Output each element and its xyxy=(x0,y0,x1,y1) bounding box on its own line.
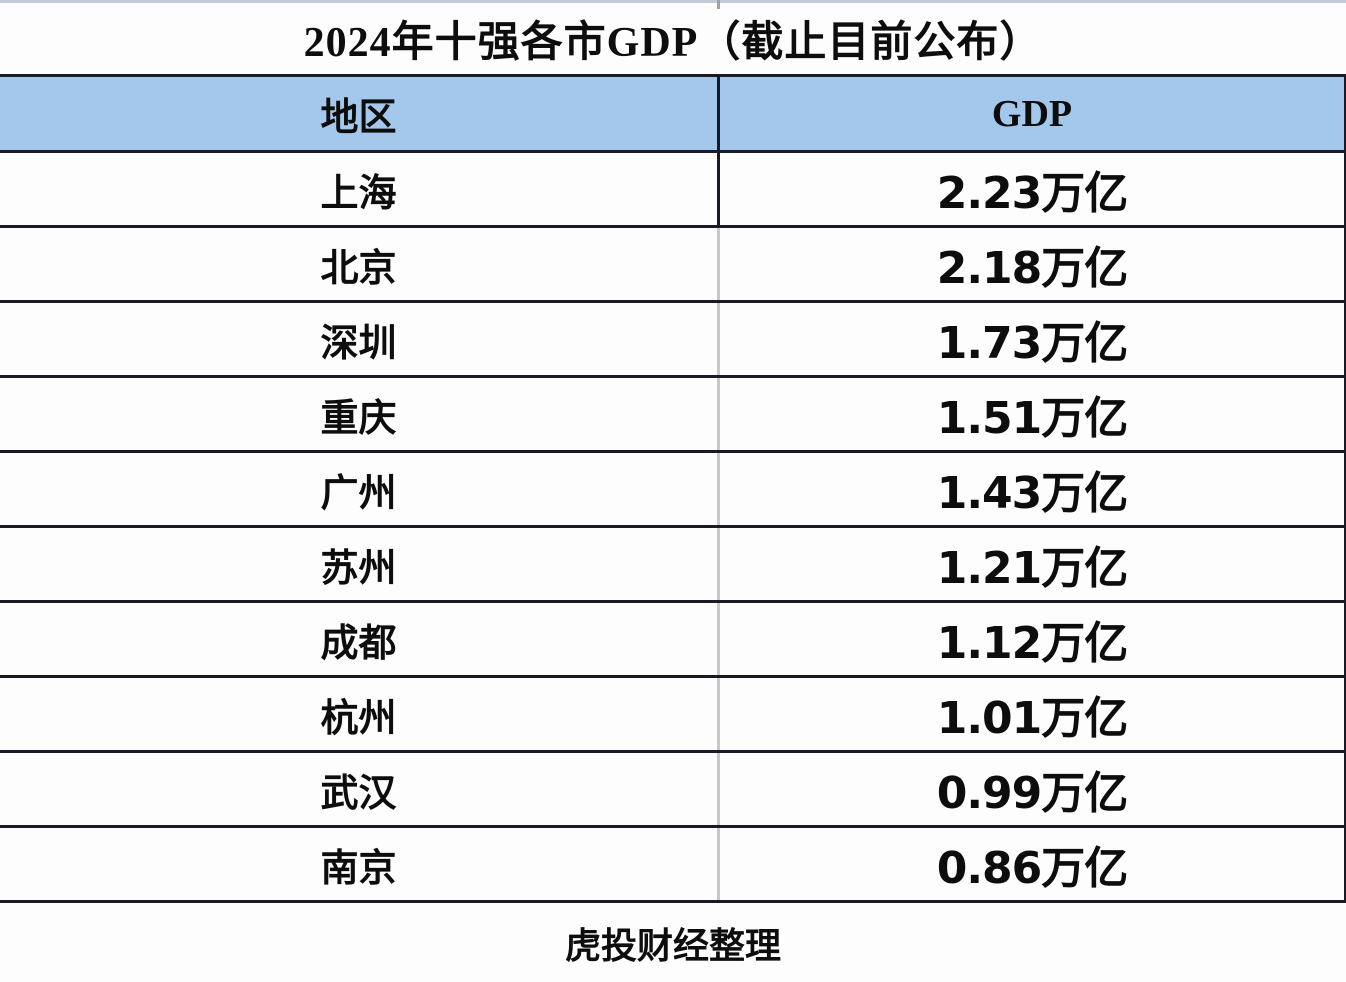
region-cell: 杭州 xyxy=(0,678,720,750)
region-cell: 成都 xyxy=(0,603,720,675)
gdp-value-cell: 0.99万亿 xyxy=(936,768,1129,819)
gdp-value-cell: 2.23万亿 xyxy=(936,168,1129,219)
top-edge-line xyxy=(0,0,1346,3)
gdp-table: 地区 GDP 上海 2.23万亿 北京 2.18万亿 深圳 1.73万亿 重庆 … xyxy=(0,74,1346,900)
table-body: 上海 2.23万亿 北京 2.18万亿 深圳 1.73万亿 重庆 1.51万亿 … xyxy=(0,150,1344,900)
region-cell: 广州 xyxy=(0,453,720,525)
table-footer: 虎投财经整理 xyxy=(0,900,1346,982)
region-cell: 苏州 xyxy=(0,528,720,600)
region-cell: 上海 xyxy=(0,153,720,225)
table-title: 2024年十强各市GDP（截止目前公布） xyxy=(0,3,1346,74)
header-cell-gdp: GDP xyxy=(991,92,1073,135)
gdp-value-cell: 2.18万亿 xyxy=(936,243,1129,294)
region-cell: 北京 xyxy=(0,228,720,300)
region-cell: 深圳 xyxy=(0,303,720,375)
table-row: 苏州 1.21万亿 xyxy=(0,525,1344,600)
gdp-value-cell: 1.01万亿 xyxy=(936,693,1129,744)
header-row: 地区 GDP xyxy=(0,74,1344,150)
table-footer-text: 虎投财经整理 xyxy=(564,925,781,966)
gdp-value-cell: 1.21万亿 xyxy=(936,543,1129,594)
table-row: 武汉 0.99万亿 xyxy=(0,750,1344,825)
table-row: 广州 1.43万亿 xyxy=(0,450,1344,525)
region-cell: 南京 xyxy=(0,828,720,900)
region-cell: 武汉 xyxy=(0,753,720,825)
gdp-value-cell: 1.73万亿 xyxy=(936,318,1129,369)
table-row: 北京 2.18万亿 xyxy=(0,225,1344,300)
table-row: 杭州 1.01万亿 xyxy=(0,675,1344,750)
gdp-value-cell: 1.51万亿 xyxy=(936,393,1129,444)
gdp-value-cell: 1.12万亿 xyxy=(936,618,1129,669)
header-cell-region: 地区 xyxy=(0,77,720,150)
table-row: 重庆 1.51万亿 xyxy=(0,375,1344,450)
table-title-text: 2024年十强各市GDP（截止目前公布） xyxy=(303,20,1043,66)
region-cell: 重庆 xyxy=(0,378,720,450)
gdp-value-cell: 1.43万亿 xyxy=(936,468,1129,519)
top-column-divider-tick xyxy=(717,0,720,9)
table-row: 成都 1.12万亿 xyxy=(0,600,1344,675)
table-row: 上海 2.23万亿 xyxy=(0,150,1344,225)
gdp-value-cell: 0.86万亿 xyxy=(936,843,1129,894)
table-row: 南京 0.86万亿 xyxy=(0,825,1344,900)
table-row: 深圳 1.73万亿 xyxy=(0,300,1344,375)
